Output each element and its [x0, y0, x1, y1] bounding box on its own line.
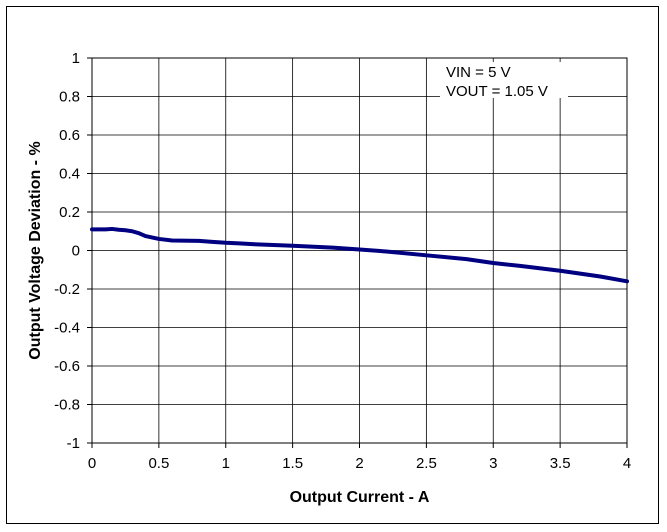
series-line — [90, 226, 629, 284]
y-tick-label: -0.4 — [54, 320, 80, 337]
x-tick-label: 0.5 — [148, 455, 169, 472]
y-tick-label: 0.6 — [59, 127, 80, 144]
annotation-text: VIN = 5 V — [446, 64, 511, 81]
y-tick-label: 1 — [72, 50, 80, 67]
y-tick-label: -0.2 — [54, 281, 80, 298]
y-tick-label: -1 — [67, 435, 80, 452]
y-tick-labels: 1 0.8 0.6 0.4 0.2 0 -0.2 -0.4 -0.6 -0.8 -1 — [54, 50, 80, 452]
x-tick-label: 4 — [623, 455, 631, 472]
x-tick-label: 0 — [88, 455, 96, 472]
y-tick-label: 0.4 — [59, 166, 80, 183]
annotation-backdrop — [440, 62, 568, 98]
annotation-text: VOUT = 1.05 V — [446, 83, 548, 100]
y-axis-title: Output Voltage Deviation - % — [27, 141, 44, 359]
y-tick-label: 0.8 — [59, 89, 80, 106]
x-tick-labels: 0 0.5 1 1.5 2 2.5 3 3.5 4 — [88, 455, 631, 472]
x-tick-label: 2 — [355, 455, 363, 472]
x-tick-label: 2.5 — [416, 455, 437, 472]
y-tick-label: -0.6 — [54, 358, 80, 375]
axes — [87, 57, 628, 448]
annotations: VIN = 5 V VOUT = 1.05 V — [440, 62, 568, 100]
y-tick-label: 0 — [72, 243, 80, 260]
series-layer — [90, 226, 629, 284]
y-tick-label: -0.8 — [54, 397, 80, 414]
y-tick-label: 0.2 — [59, 204, 80, 221]
x-tick-label: 3.5 — [550, 455, 571, 472]
x-axis-title: Output Current - A — [290, 489, 430, 506]
x-tick-label: 1.5 — [282, 455, 303, 472]
x-tick-label: 1 — [222, 455, 230, 472]
x-tick-label: 3 — [489, 455, 497, 472]
